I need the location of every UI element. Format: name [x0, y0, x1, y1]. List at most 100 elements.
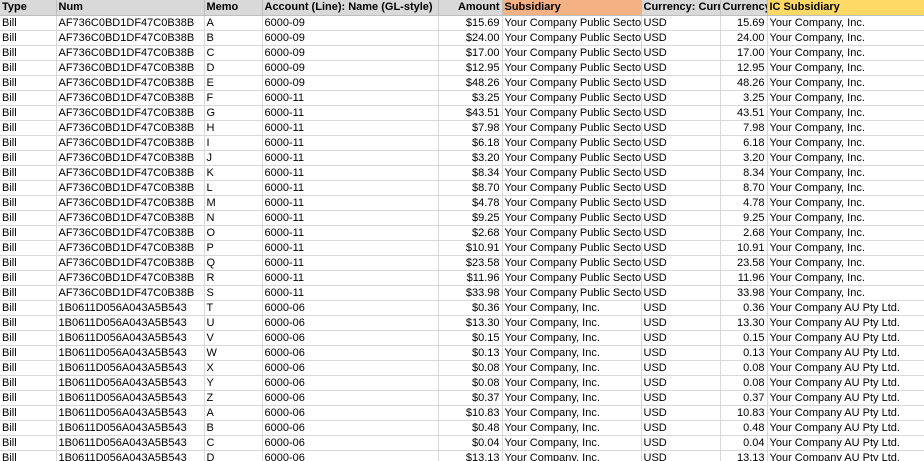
cell-num[interactable]: 1B0611D056A043A5B543 — [56, 375, 205, 391]
cell-amount[interactable]: $43.51 — [438, 105, 503, 121]
cell-num[interactable]: AF736C0BD1DF47C0B38B — [56, 165, 205, 181]
cell-subsidiary[interactable]: Your Company, Inc. — [502, 420, 642, 436]
cell-currency-code[interactable]: USD — [641, 165, 721, 181]
cell-account[interactable]: 6000-11 — [262, 135, 439, 151]
cell-ic-subsidiary[interactable]: Your Company, Inc. — [767, 120, 924, 136]
cell-ic-subsidiary[interactable]: Your Company AU Pty Ltd. — [767, 315, 924, 331]
cell-num[interactable]: AF736C0BD1DF47C0B38B — [56, 105, 205, 121]
cell-currency-amount[interactable]: 0.37 — [720, 390, 768, 406]
cell-amount[interactable]: $0.08 — [438, 360, 503, 376]
cell-subsidiary[interactable]: Your Company, Inc. — [502, 345, 642, 361]
cell-subsidiary[interactable]: Your Company Public Sector — [502, 45, 642, 61]
cell-currency-amount[interactable]: 12.95 — [720, 60, 768, 76]
cell-subsidiary[interactable]: Your Company Public Sector — [502, 180, 642, 196]
cell-account[interactable]: 6000-06 — [262, 300, 439, 316]
cell-currency-code[interactable]: USD — [641, 330, 721, 346]
cell-currency-amount[interactable]: 8.34 — [720, 165, 768, 181]
cell-subsidiary[interactable]: Your Company Public Sector — [502, 255, 642, 271]
cell-subsidiary[interactable]: Your Company Public Sector — [502, 60, 642, 76]
cell-currency-code[interactable]: USD — [641, 315, 721, 331]
cell-currency-amount[interactable]: 33.98 — [720, 285, 768, 301]
header-num[interactable]: Num — [56, 0, 205, 16]
cell-ic-subsidiary[interactable]: Your Company, Inc. — [767, 195, 924, 211]
cell-memo[interactable]: V — [204, 330, 263, 346]
cell-account[interactable]: 6000-09 — [262, 60, 439, 76]
cell-ic-subsidiary[interactable]: Your Company AU Pty Ltd. — [767, 405, 924, 421]
cell-ic-subsidiary[interactable]: Your Company, Inc. — [767, 255, 924, 271]
cell-subsidiary[interactable]: Your Company Public Sector — [502, 75, 642, 91]
cell-type[interactable]: Bill — [0, 375, 57, 391]
cell-subsidiary[interactable]: Your Company Public Sector — [502, 105, 642, 121]
cell-memo[interactable]: B — [204, 420, 263, 436]
cell-type[interactable]: Bill — [0, 165, 57, 181]
cell-type[interactable]: Bill — [0, 420, 57, 436]
cell-memo[interactable]: C — [204, 45, 263, 61]
cell-ic-subsidiary[interactable]: Your Company AU Pty Ltd. — [767, 390, 924, 406]
cell-type[interactable]: Bill — [0, 75, 57, 91]
cell-num[interactable]: AF736C0BD1DF47C0B38B — [56, 45, 205, 61]
cell-currency-amount[interactable]: 0.08 — [720, 360, 768, 376]
cell-amount[interactable]: $48.26 — [438, 75, 503, 91]
cell-subsidiary[interactable]: Your Company Public Sector — [502, 135, 642, 151]
cell-currency-code[interactable]: USD — [641, 120, 721, 136]
cell-memo[interactable]: D — [204, 60, 263, 76]
cell-account[interactable]: 6000-11 — [262, 210, 439, 226]
cell-type[interactable]: Bill — [0, 180, 57, 196]
cell-account[interactable]: 6000-06 — [262, 435, 439, 451]
cell-amount[interactable]: $12.95 — [438, 60, 503, 76]
cell-currency-code[interactable]: USD — [641, 450, 721, 461]
cell-memo[interactable]: O — [204, 225, 263, 241]
cell-currency-amount[interactable]: 8.70 — [720, 180, 768, 196]
cell-memo[interactable]: J — [204, 150, 263, 166]
cell-type[interactable]: Bill — [0, 210, 57, 226]
cell-currency-code[interactable]: USD — [641, 390, 721, 406]
cell-memo[interactable]: Z — [204, 390, 263, 406]
cell-amount[interactable]: $23.58 — [438, 255, 503, 271]
cell-account[interactable]: 6000-06 — [262, 420, 439, 436]
cell-subsidiary[interactable]: Your Company Public Sector — [502, 30, 642, 46]
cell-currency-code[interactable]: USD — [641, 30, 721, 46]
cell-currency-amount[interactable]: 0.36 — [720, 300, 768, 316]
cell-account[interactable]: 6000-11 — [262, 240, 439, 256]
cell-memo[interactable]: E — [204, 75, 263, 91]
cell-memo[interactable]: H — [204, 120, 263, 136]
cell-memo[interactable]: S — [204, 285, 263, 301]
cell-account[interactable]: 6000-09 — [262, 75, 439, 91]
cell-ic-subsidiary[interactable]: Your Company, Inc. — [767, 210, 924, 226]
cell-ic-subsidiary[interactable]: Your Company, Inc. — [767, 105, 924, 121]
cell-ic-subsidiary[interactable]: Your Company, Inc. — [767, 285, 924, 301]
cell-memo[interactable]: B — [204, 30, 263, 46]
cell-account[interactable]: 6000-11 — [262, 255, 439, 271]
cell-memo[interactable]: A — [204, 15, 263, 31]
cell-account[interactable]: 6000-06 — [262, 390, 439, 406]
cell-currency-amount[interactable]: 0.48 — [720, 420, 768, 436]
cell-type[interactable]: Bill — [0, 195, 57, 211]
cell-currency-amount[interactable]: 0.15 — [720, 330, 768, 346]
cell-subsidiary[interactable]: Your Company Public Sector — [502, 120, 642, 136]
cell-amount[interactable]: $15.69 — [438, 15, 503, 31]
cell-amount[interactable]: $0.08 — [438, 375, 503, 391]
cell-amount[interactable]: $0.36 — [438, 300, 503, 316]
cell-num[interactable]: AF736C0BD1DF47C0B38B — [56, 90, 205, 106]
cell-currency-amount[interactable]: 15.69 — [720, 15, 768, 31]
cell-currency-code[interactable]: USD — [641, 75, 721, 91]
cell-amount[interactable]: $6.18 — [438, 135, 503, 151]
cell-memo[interactable]: X — [204, 360, 263, 376]
cell-amount[interactable]: $33.98 — [438, 285, 503, 301]
cell-num[interactable]: AF736C0BD1DF47C0B38B — [56, 270, 205, 286]
cell-amount[interactable]: $9.25 — [438, 210, 503, 226]
cell-subsidiary[interactable]: Your Company Public Sector — [502, 210, 642, 226]
cell-currency-code[interactable]: USD — [641, 240, 721, 256]
cell-type[interactable]: Bill — [0, 30, 57, 46]
header-account[interactable]: Account (Line): Name (GL-style) — [262, 0, 439, 16]
cell-subsidiary[interactable]: Your Company, Inc. — [502, 330, 642, 346]
cell-memo[interactable]: M — [204, 195, 263, 211]
cell-memo[interactable]: Q — [204, 255, 263, 271]
cell-subsidiary[interactable]: Your Company, Inc. — [502, 300, 642, 316]
cell-num[interactable]: 1B0611D056A043A5B543 — [56, 450, 205, 461]
cell-amount[interactable]: $11.96 — [438, 270, 503, 286]
cell-subsidiary[interactable]: Your Company Public Sector — [502, 150, 642, 166]
cell-subsidiary[interactable]: Your Company, Inc. — [502, 435, 642, 451]
cell-type[interactable]: Bill — [0, 390, 57, 406]
cell-account[interactable]: 6000-06 — [262, 360, 439, 376]
